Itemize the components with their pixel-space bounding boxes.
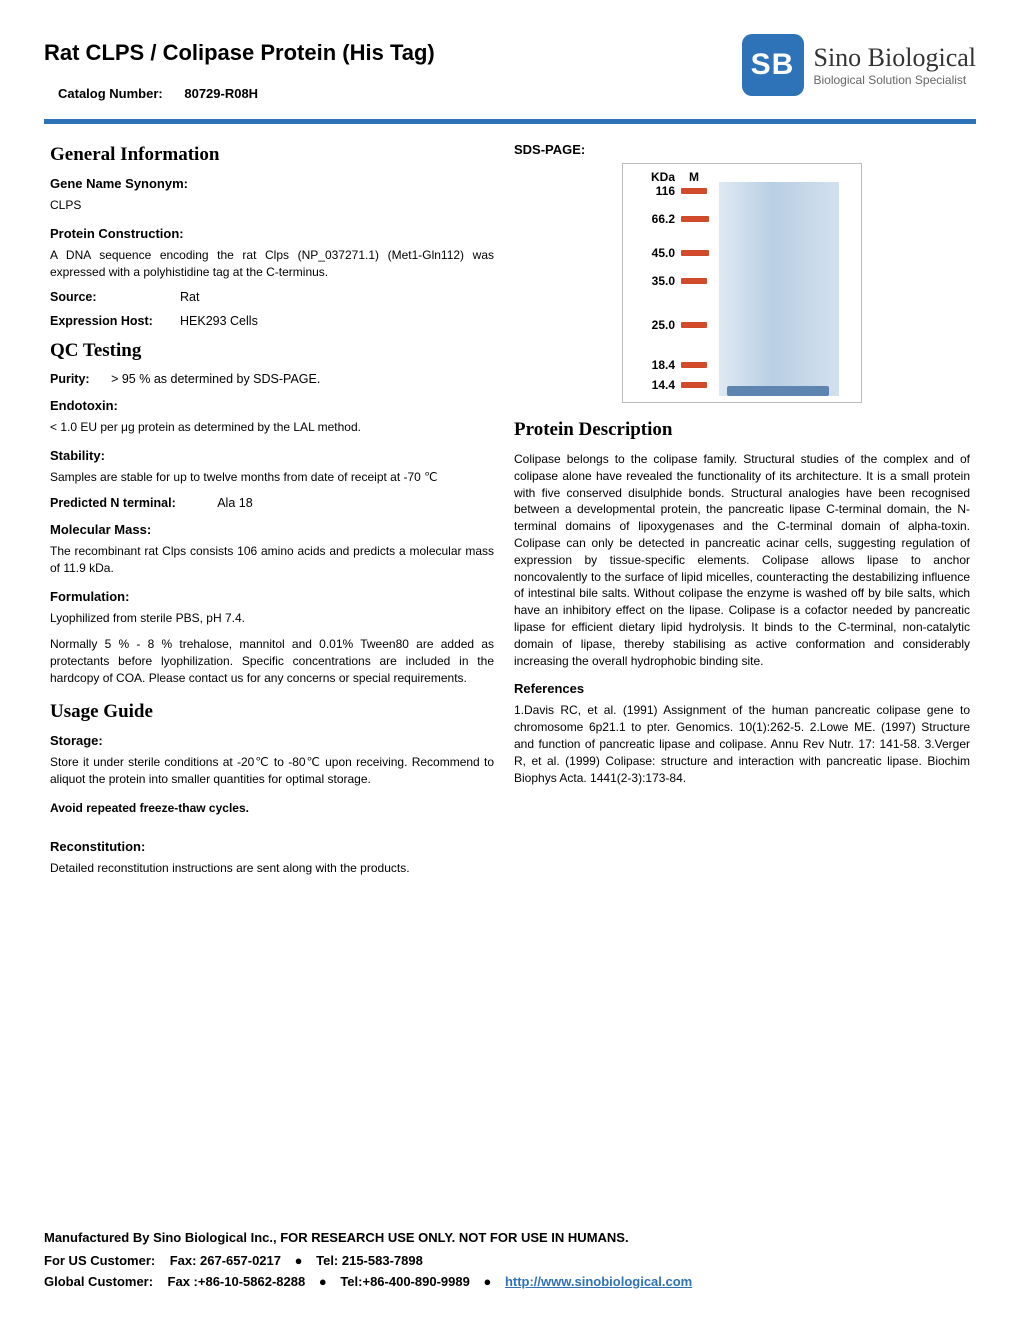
dot-icon: ● — [295, 1253, 303, 1268]
host-label: Expression Host: — [50, 314, 180, 328]
gel-marker-mw: 14.4 — [631, 378, 675, 392]
predicted-value: Ala 18 — [217, 496, 252, 510]
sds-label: SDS-PAGE: — [514, 142, 970, 157]
brand-name: Sino Biological — [814, 43, 977, 73]
recon-value: Detailed reconstitution instructions are… — [50, 860, 494, 877]
avoid-text: Avoid repeated freeze-thaw cycles. — [50, 801, 494, 815]
sds-gel: KDa M 116 66.2 45.0 35.0 25.0 18.4 14.4 — [622, 163, 862, 403]
gel-marker-mw: 116 — [631, 184, 675, 198]
references-text: 1.Davis RC, et al. (1991) Assignment of … — [514, 702, 970, 786]
section-qc: QC Testing — [50, 340, 494, 362]
divider — [44, 119, 976, 124]
gel-marker-mw: 45.0 — [631, 246, 675, 260]
gel-marker-band — [681, 250, 709, 256]
gel-marker-band — [681, 188, 707, 194]
gel-kda-header: KDa — [631, 170, 675, 184]
gel-marker-mw: 18.4 — [631, 358, 675, 372]
dot-icon: ● — [483, 1274, 491, 1289]
host-value: HEK293 Cells — [180, 314, 258, 328]
mm-label: Molecular Mass: — [50, 522, 494, 537]
section-usage: Usage Guide — [50, 701, 494, 723]
synonym-value: CLPS — [50, 197, 494, 214]
footer-gl-tel: Tel:+86-400-890-9989 — [340, 1274, 470, 1289]
predicted-label: Predicted N terminal: — [50, 496, 176, 510]
footer-us-tel: Tel: 215-583-7898 — [316, 1253, 423, 1268]
purity-label: Purity: — [50, 372, 90, 386]
endotoxin-label: Endotoxin: — [50, 398, 494, 413]
synonym-label: Gene Name Synonym: — [50, 176, 494, 191]
dot-icon: ● — [319, 1274, 327, 1289]
source-value: Rat — [180, 290, 199, 304]
purity-value: > 95 % as determined by SDS-PAGE. — [111, 372, 320, 386]
mm-value: The recombinant rat Clps consists 106 am… — [50, 543, 494, 577]
catalog-line: Catalog Number: 80729-R08H — [44, 86, 742, 101]
footer-line1: Manufactured By Sino Biological Inc., FO… — [44, 1230, 976, 1245]
section-general: General Information — [50, 144, 494, 166]
brand-tagline: Biological Solution Specialist — [814, 73, 977, 87]
stability-value: Samples are stable for up to twelve mont… — [50, 469, 494, 486]
section-protdesc: Protein Description — [514, 419, 970, 441]
gel-marker-band — [681, 216, 709, 222]
storage-label: Storage: — [50, 733, 494, 748]
endotoxin-value: < 1.0 EU per μg protein as determined by… — [50, 419, 494, 436]
construction-label: Protein Construction: — [50, 226, 494, 241]
footer-url[interactable]: http://www.sinobiological.com — [505, 1274, 692, 1289]
construction-text: A DNA sequence encoding the rat Clps (NP… — [50, 247, 494, 281]
gel-marker-band — [681, 362, 707, 368]
recon-label: Reconstitution: — [50, 839, 494, 854]
gel-m-header: M — [689, 170, 699, 184]
gel-marker-band — [681, 322, 707, 328]
brand-badge: SB — [742, 34, 804, 96]
gel-marker-mw: 25.0 — [631, 318, 675, 332]
stability-label: Stability: — [50, 448, 494, 463]
footer-gl-label: Global Customer: — [44, 1274, 153, 1289]
formulation-2: Normally 5 % - 8 % trehalose, mannitol a… — [50, 636, 494, 686]
catalog-number: 80729-R08H — [184, 86, 258, 101]
page-title: Rat CLPS / Colipase Protein (His Tag) — [44, 40, 742, 66]
formulation-1: Lyophilized from sterile PBS, pH 7.4. — [50, 610, 494, 627]
footer-us-fax: Fax: 267-657-0217 — [170, 1253, 281, 1268]
gel-marker-mw: 35.0 — [631, 274, 675, 288]
description-text: Colipase belongs to the colipase family.… — [514, 451, 970, 669]
formulation-label: Formulation: — [50, 589, 494, 604]
footer-us-label: For US Customer: — [44, 1253, 155, 1268]
footer: Manufactured By Sino Biological Inc., FO… — [44, 1230, 976, 1295]
catalog-label: Catalog Number: — [58, 86, 163, 101]
gel-marker-band — [681, 382, 707, 388]
storage-value: Store it under sterile conditions at -20… — [50, 754, 494, 788]
gel-marker-mw: 66.2 — [631, 212, 675, 226]
source-label: Source: — [50, 290, 180, 304]
gel-protein-band — [727, 386, 829, 396]
references-label: References — [514, 681, 970, 696]
brand-logo: SB Sino Biological Biological Solution S… — [742, 34, 977, 96]
gel-marker-band — [681, 278, 707, 284]
footer-gl-fax: Fax :+86-10-5862-8288 — [168, 1274, 306, 1289]
